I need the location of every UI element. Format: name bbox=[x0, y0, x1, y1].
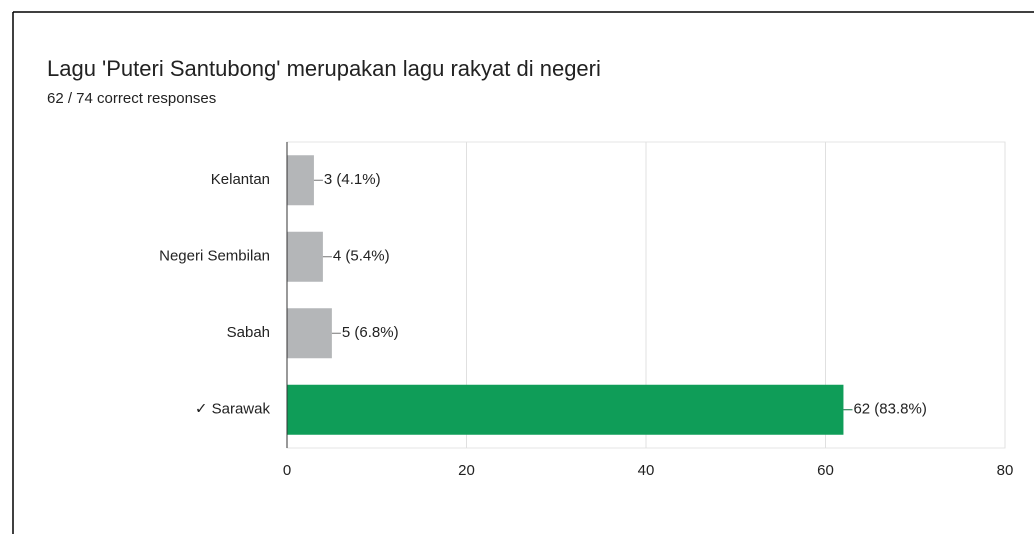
x-tick-label: 60 bbox=[817, 462, 834, 479]
y-tick-label: Sabah bbox=[227, 324, 270, 341]
value-label: 4 (5.4%) bbox=[333, 248, 390, 265]
chart-title: Lagu 'Puteri Santubong' merupakan lagu r… bbox=[47, 56, 601, 81]
bar bbox=[287, 308, 332, 359]
bar bbox=[287, 384, 844, 435]
bar bbox=[287, 155, 314, 206]
value-label: 3 (4.1%) bbox=[324, 171, 381, 188]
y-tick-label: Kelantan bbox=[211, 171, 270, 188]
chart-subtitle: 62 / 74 correct responses bbox=[47, 90, 216, 107]
bar bbox=[287, 231, 323, 282]
x-tick-label: 20 bbox=[458, 462, 475, 479]
x-tick-label: 0 bbox=[283, 462, 291, 479]
value-label: 62 (83.8%) bbox=[853, 401, 926, 418]
value-label: 5 (6.8%) bbox=[342, 324, 399, 341]
y-tick-label: Negeri Sembilan bbox=[159, 248, 270, 265]
y-tick-label: ✓ Sarawak bbox=[195, 401, 271, 418]
x-tick-label: 40 bbox=[638, 462, 655, 479]
x-tick-label: 80 bbox=[997, 462, 1014, 479]
